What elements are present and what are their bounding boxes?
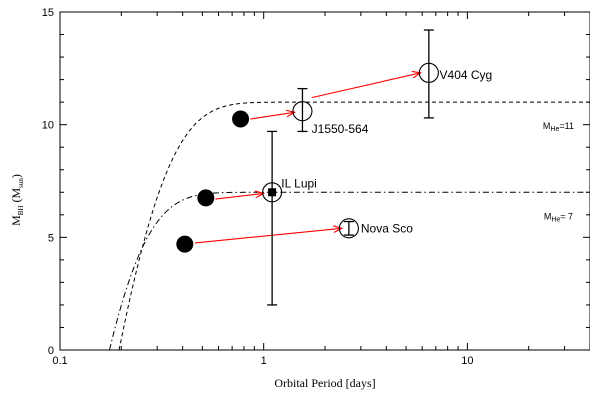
point-label: V404 Cyg [440,68,493,82]
measured-point [418,62,439,83]
square-marker [268,188,277,197]
ticks: 0.1 1 10 0 5 10 15 [42,7,590,367]
x-axis-title: Orbital Period [days] [274,376,375,390]
y-tick-label: 10 [42,120,54,132]
y-tick-label: 0 [48,345,54,357]
arrow-line [311,72,421,99]
measured-point [292,101,313,122]
measured-point [338,218,359,239]
y-tick-label: 15 [42,7,54,19]
arrow-head [411,70,423,79]
arrow-head [254,190,266,199]
arrow-head [285,109,297,118]
curve-label-mhe11-end: =11 [559,121,574,131]
arrow-line [250,111,295,120]
curve-label-mhe7-end: = 7 [560,211,573,221]
arrow-line [215,192,264,200]
curve-label-mhe7-main: M [544,211,552,221]
filled-point [197,189,215,207]
point-label: IL Lupi [281,176,317,190]
curve-mhe7 [109,191,590,351]
y-axis-title-sub1: BH [17,206,25,216]
curve-label-mhe11: MHe=11 [543,121,574,133]
y-tick-label: 5 [48,232,54,244]
arrow-line [194,227,342,244]
labels: V404 Cyg J1550-564 IL Lupi Nova Sco [281,68,492,235]
filled-point [176,235,194,253]
y-axis-title: MBH (Msun) [9,174,25,226]
y-axis-title-sub2: sun [17,178,25,188]
point-label: Nova Sco [361,221,413,235]
y-axis-title-mid: (M [9,188,23,206]
y-axis-title-end: ) [9,174,23,178]
arrow-head [333,225,344,233]
curve-mhe11 [118,101,590,351]
arrows [194,70,423,244]
plot-frame [59,11,590,351]
x-tick-label: 10 [461,355,473,367]
point-label: J1550-564 [312,122,369,136]
x-tick-label: 1 [261,355,267,367]
x-tick-label: 0.1 [52,355,67,367]
measured-point [262,182,283,203]
y-axis-title-main: M [9,215,23,226]
points [176,29,439,306]
filled-point [232,110,250,128]
curve-label-mhe11-main: M [543,121,551,131]
curve-label-mhe7-sub: He [551,216,560,223]
curve-label-mhe11-sub: He [550,126,559,133]
curve-label-mhe7: MHe= 7 [544,211,573,223]
